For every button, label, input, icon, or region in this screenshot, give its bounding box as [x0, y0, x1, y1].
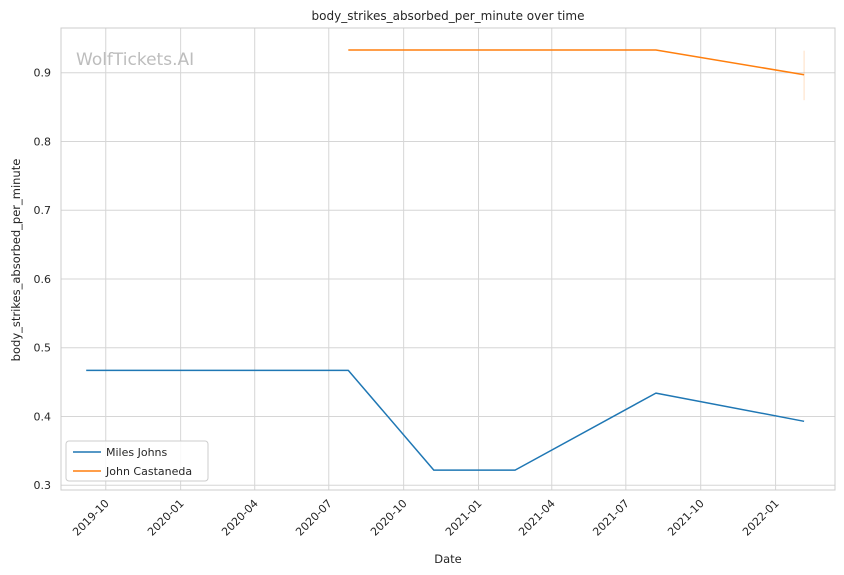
legend-label-miles-johns: Miles Johns: [106, 446, 168, 459]
plot-frame: [60, 27, 836, 491]
y-tick-label: 0.7: [34, 204, 52, 217]
x-tick-label: 2021-07: [590, 497, 632, 539]
grid: [61, 28, 835, 490]
y-tick-label: 0.3: [34, 479, 52, 492]
x-axis-label: Date: [434, 552, 462, 566]
y-tick-label: 0.4: [34, 410, 52, 423]
y-axis-label: body_strikes_absorbed_per_minute: [9, 159, 23, 362]
x-tick-label: 2021-04: [516, 497, 558, 539]
x-tick-label: 2020-01: [145, 497, 187, 539]
legend-box: [65, 440, 209, 482]
legend-label-john-castaneda: John Castaneda: [105, 465, 192, 478]
x-tick-label: 2020-07: [293, 497, 335, 539]
x-tick-label: 2021-01: [443, 497, 485, 539]
y-tick-label: 0.8: [34, 135, 52, 148]
watermark: WolfTickets.AI: [76, 50, 194, 70]
y-tick-label: 0.6: [34, 273, 52, 286]
x-tick-label: 2020-04: [219, 497, 261, 539]
x-tick-label: 2020-10: [368, 497, 410, 539]
legend: Miles Johns John Castaneda: [65, 440, 209, 482]
y-tick-label: 0.5: [34, 342, 52, 355]
x-tick-label: 2021-10: [665, 497, 707, 539]
chart-title: body_strikes_absorbed_per_minute over ti…: [312, 9, 585, 23]
series-line-miles-johns: [86, 369, 805, 471]
series-layer: [86, 49, 805, 471]
x-tick-label: 2022-01: [740, 497, 782, 539]
x-tick-label: 2019-10: [70, 497, 112, 539]
y-tick-label: 0.9: [34, 67, 52, 80]
series-line-john-castaneda: [348, 49, 805, 76]
